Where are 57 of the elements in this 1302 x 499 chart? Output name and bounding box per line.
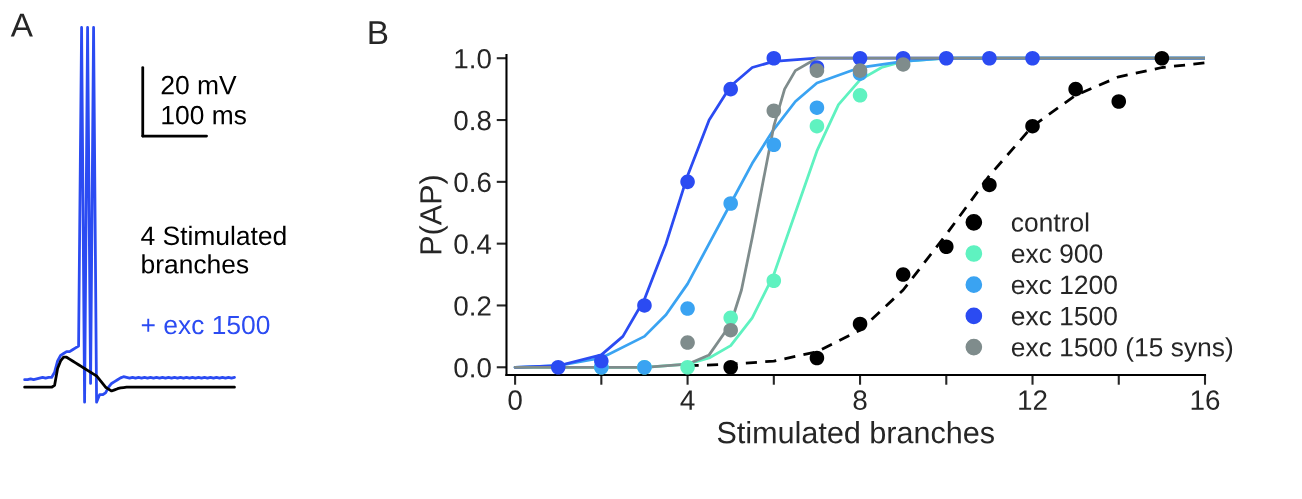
legend-label: exc 1200 (1011, 275, 1117, 295)
x-axis-title: Stimulated branches (717, 421, 994, 444)
point (723, 81, 738, 97)
annotation: 4 Stimulated branches (141, 225, 286, 274)
point (852, 50, 868, 66)
point (1111, 94, 1127, 109)
point (895, 267, 911, 282)
point (809, 118, 825, 134)
point (809, 100, 825, 115)
y-axis-title: P(AP) (419, 176, 448, 254)
x-tick-label: 0 (508, 390, 522, 410)
chart-title: A (10, 13, 33, 37)
point (939, 50, 954, 66)
y-tick-label: 1.0 (455, 48, 491, 69)
point (723, 310, 738, 326)
point (723, 322, 738, 338)
point (680, 335, 695, 350)
legend-label: exc 1500 (15 syns) (1011, 337, 1233, 362)
y-tick-label: 0.2 (454, 296, 491, 316)
point (982, 50, 997, 66)
y-tick-label: 0.8 (454, 110, 491, 131)
y-tick-label: 0.0 (454, 357, 491, 378)
point (637, 298, 652, 313)
annotation: 20 mV (161, 75, 237, 95)
point (680, 301, 695, 316)
point (723, 359, 738, 375)
point (766, 50, 782, 66)
point (1154, 50, 1170, 66)
point (809, 350, 825, 366)
point (680, 359, 695, 375)
point (852, 316, 868, 332)
x-tick-label: 4 (680, 390, 695, 410)
legend-label: control (1011, 212, 1089, 232)
point (1068, 81, 1083, 97)
point (680, 174, 695, 190)
point (939, 239, 954, 255)
point (1025, 118, 1040, 134)
point (550, 359, 566, 375)
point (982, 177, 997, 193)
legend-label: exc 900 (1011, 244, 1103, 263)
annotation: 100 ms (162, 105, 246, 125)
x-tick-label: 12 (1019, 390, 1047, 410)
chart-title: B (369, 21, 388, 45)
point (766, 137, 782, 153)
y-tick-label: 0.6 (454, 172, 491, 193)
legend-label: exc 1500 (1011, 306, 1117, 326)
x-tick-label: 16 (1191, 390, 1220, 410)
point (766, 103, 782, 119)
point (723, 196, 738, 211)
y-tick-label: 0.4 (454, 234, 492, 254)
point (766, 273, 782, 289)
point (895, 57, 911, 72)
point (852, 88, 868, 103)
point (594, 353, 609, 369)
annotation: + exc 1500 (141, 315, 270, 335)
point (1025, 50, 1040, 66)
x-tick-label: 8 (853, 390, 867, 410)
